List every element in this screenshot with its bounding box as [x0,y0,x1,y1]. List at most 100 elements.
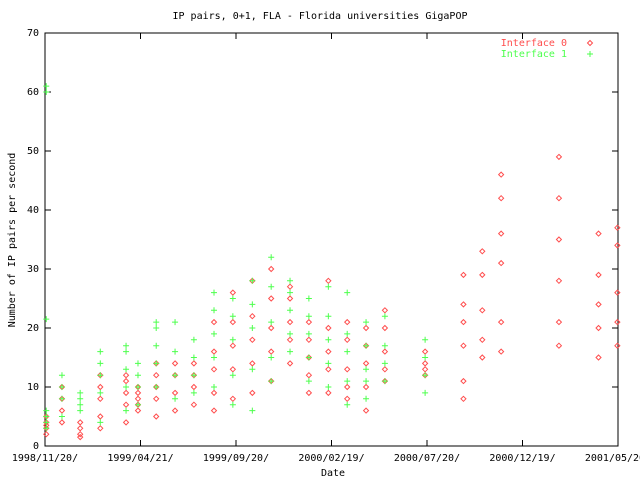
data-point [77,407,84,414]
data-point [479,248,486,255]
data-point [614,289,621,296]
data-point [555,277,563,285]
data-point [286,295,294,302]
data-point [153,384,160,390]
data-point [422,336,429,343]
x-axis-label: Date [321,468,345,479]
y-tick-label: 10 [27,382,39,393]
data-point [190,389,197,396]
data-point [134,401,141,408]
legend-label: Interface 1 [501,49,567,60]
y-tick-label: 30 [27,264,39,275]
data-point [460,318,467,326]
data-point [123,366,130,373]
y-tick-label: 0 [33,441,39,452]
data-point [325,313,332,320]
data-point [122,377,130,385]
data-point [134,372,141,379]
data-point [123,384,130,390]
data-point [172,372,179,379]
x-tick-label: 2001/05/20/ [585,453,640,464]
data-point [122,401,130,408]
data-point [77,389,84,396]
data-point [363,378,370,385]
data-point [343,383,351,391]
data-point [229,336,236,343]
data-point [497,259,505,267]
data-point [172,319,179,326]
data-point [123,348,130,355]
data-point [211,354,218,361]
data-point [381,360,388,367]
y-tick-label: 40 [27,205,39,216]
data-point [381,313,388,320]
data-point [97,413,104,420]
data-point [362,407,370,414]
data-point [211,289,218,296]
data-point [268,319,275,326]
data-point [267,265,275,273]
data-point [153,325,160,331]
data-point [460,301,467,308]
data-point [460,342,467,349]
data-point [153,342,160,349]
data-point [497,171,505,178]
data-point [97,348,104,355]
data-point [287,277,294,284]
data-point [287,289,294,296]
data-point [325,336,332,343]
data-point [97,419,104,426]
data-point [422,389,429,396]
y-axis-label: Number of IP pairs per second [7,153,18,328]
data-point [153,360,160,367]
data-point [555,318,563,326]
data-point [595,324,602,332]
data-point [305,378,312,385]
data-point [363,342,370,349]
data-point [190,372,197,379]
data-point [171,407,179,414]
data-point [43,413,50,420]
data-point [58,407,66,414]
data-point [286,336,294,344]
data-point [171,389,179,397]
data-point [286,360,294,367]
data-point [287,330,294,337]
data-point [229,318,237,326]
data-point [381,366,389,373]
data-point [595,354,602,361]
data-point [595,301,602,308]
data-point [325,348,332,355]
data-point [614,318,621,326]
data-point [555,194,563,202]
data-point [381,324,389,332]
data-point [249,360,256,367]
data-point [123,407,130,414]
data-point [305,318,313,326]
data-point [210,318,218,326]
data-point [614,224,621,231]
data-point [122,371,130,379]
data-point [152,371,160,379]
data-point [421,348,429,355]
data-point [422,354,429,361]
data-point [479,307,486,314]
data-point [363,319,370,326]
data-point [267,348,275,355]
data-point [344,348,351,355]
data-point [497,230,505,237]
data-point [211,307,218,314]
data-point [190,354,197,361]
data-point [210,407,218,414]
data-point [268,283,275,290]
data-point [210,348,218,355]
data-point [249,336,256,344]
data-point [362,383,370,391]
data-point [97,425,104,432]
data-point [134,389,142,397]
data-point [229,401,236,408]
data-point [58,372,65,379]
data-point [134,384,141,390]
data-point [43,89,50,95]
